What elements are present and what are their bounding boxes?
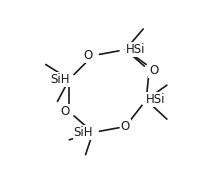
Text: SiH: SiH	[50, 73, 69, 86]
Text: O: O	[84, 49, 93, 62]
Text: HSi: HSi	[146, 94, 166, 106]
Text: O: O	[149, 64, 158, 77]
Text: O: O	[121, 120, 130, 133]
Text: O: O	[60, 105, 69, 118]
Text: SiH: SiH	[73, 126, 93, 139]
Text: HSi: HSi	[125, 43, 145, 56]
